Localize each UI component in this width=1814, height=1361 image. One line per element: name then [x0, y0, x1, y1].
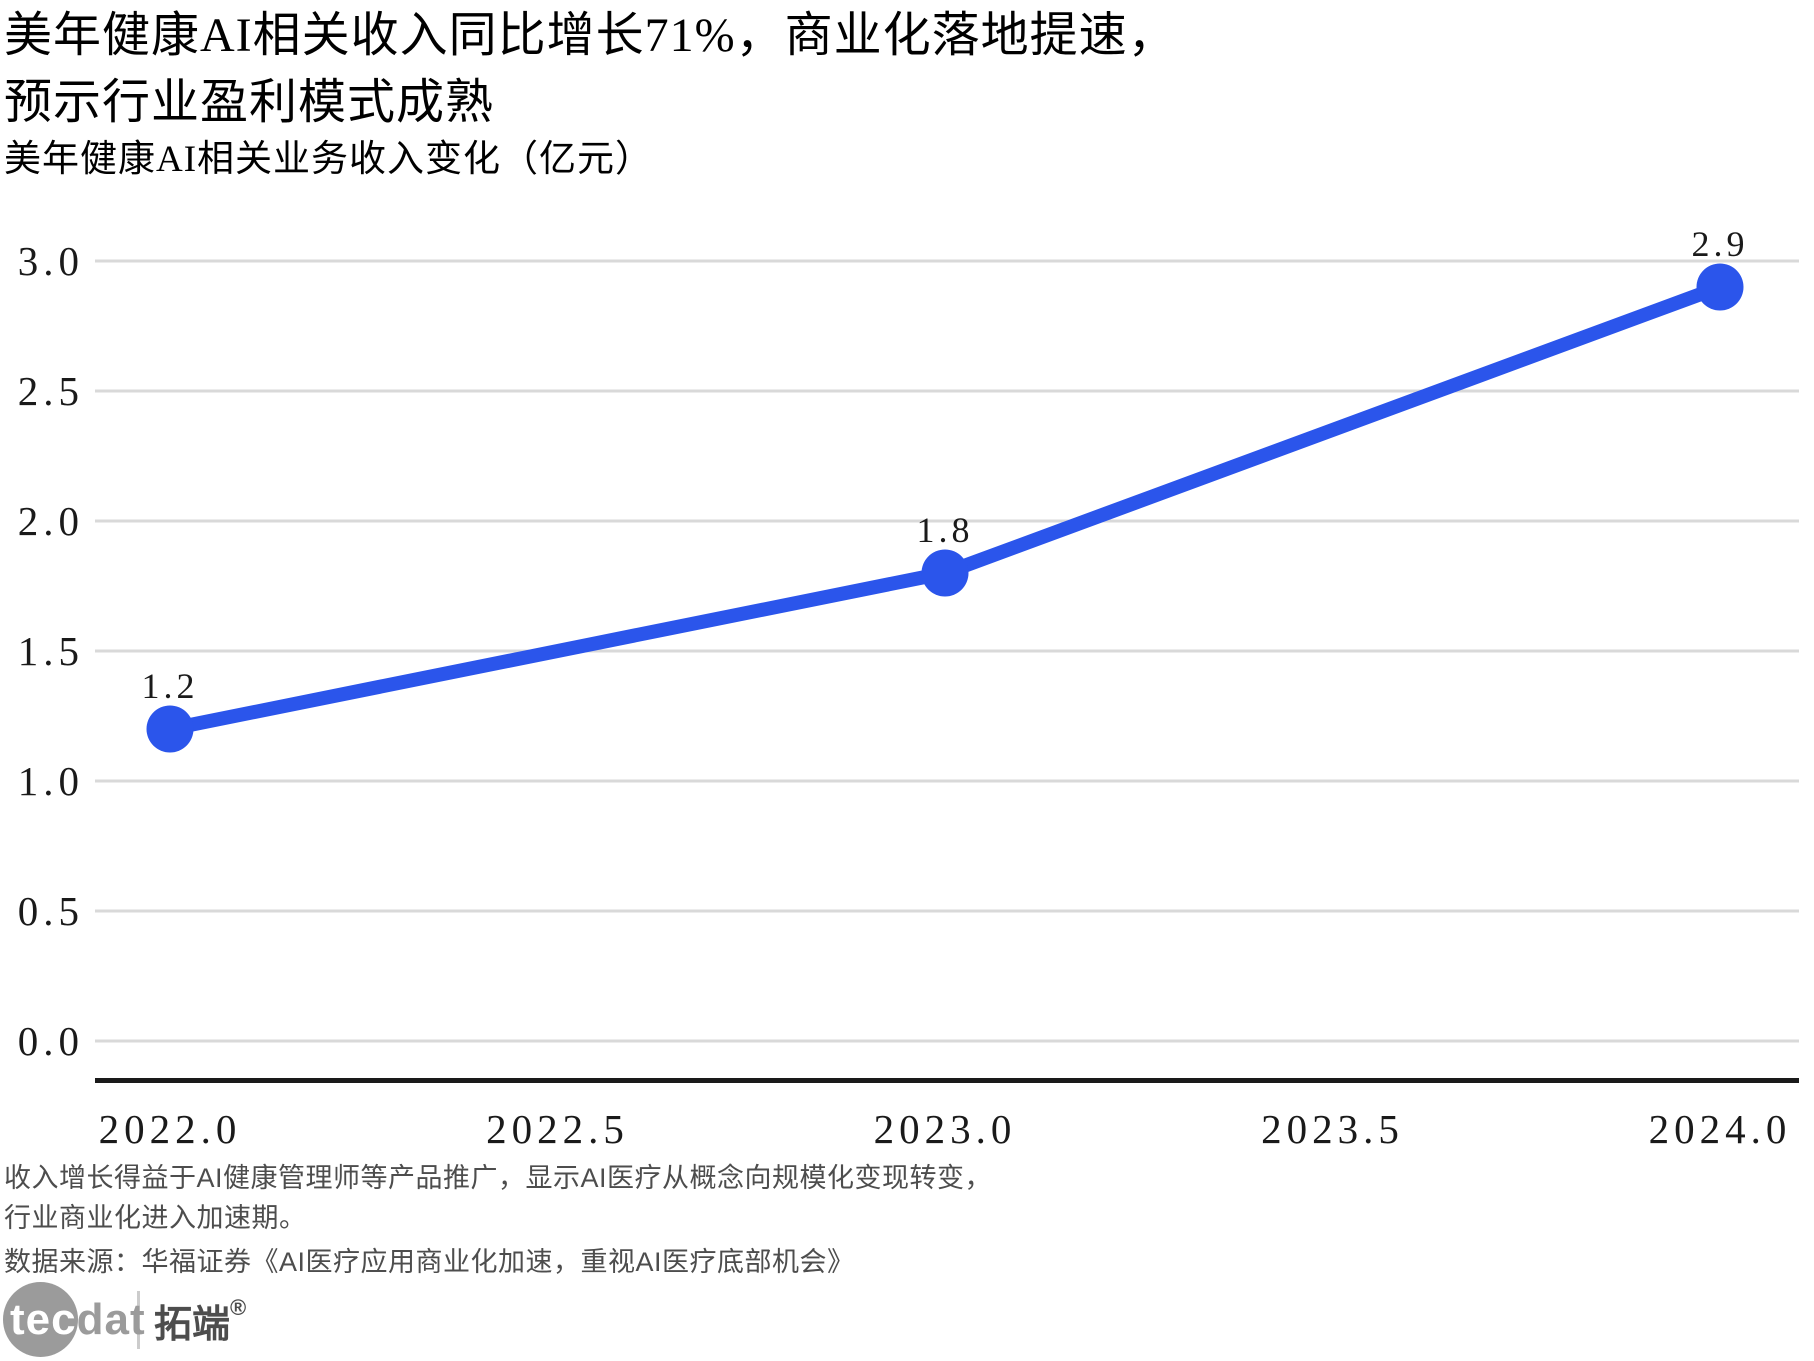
data-point-marker — [146, 705, 194, 753]
x-axis-tick-label: 2022.0 — [99, 1106, 242, 1152]
tecdat-logo-icon: tecdat — [3, 1282, 145, 1358]
logo-wordmark-dat: dat — [76, 1295, 146, 1344]
chart-subtitle: 美年健康AI相关业务收入变化（亿元） — [4, 139, 654, 180]
y-axis-tick-label: 1.0 — [18, 758, 84, 804]
data-source-note: 数据来源：华福证券《AI医疗应用商业化加速，重视AI医疗底部机会》 — [4, 1247, 855, 1277]
data-point-label: 1.8 — [917, 510, 974, 550]
logo-wordmark: tecdat — [10, 1295, 146, 1345]
tecdat-logo: tecdat 拓端® — [3, 1282, 246, 1358]
data-point-label: 2.9 — [1692, 224, 1749, 264]
logo-divider — [137, 1291, 140, 1349]
x-axis-tick-label: 2022.5 — [486, 1106, 629, 1152]
annotation-line-2: 行业商业化进入加速期。 — [4, 1203, 307, 1233]
x-axis-tick-label: 2024.0 — [1649, 1106, 1792, 1152]
data-point-marker — [1696, 263, 1744, 311]
y-axis-tick-label: 1.5 — [18, 628, 84, 674]
revenue-line-series — [163, 280, 1727, 736]
x-axis-tick-label: 2023.0 — [874, 1106, 1017, 1152]
logo-circle-shape — [3, 1282, 78, 1357]
data-point-label: 1.2 — [142, 666, 199, 706]
title-line-2: 预示行业盈利模式成熟 — [4, 76, 495, 129]
logo-brand-text: 拓端 — [154, 1303, 231, 1346]
x-axis-tick-label: 2023.5 — [1261, 1106, 1404, 1152]
y-axis-tick-label: 0.0 — [18, 1018, 84, 1064]
logo-wordmark-tec: tec — [10, 1295, 77, 1344]
annotation-line-1: 收入增长得益于AI健康管理师等产品推广，显示AI医疗从概念向规模化变现转变， — [4, 1163, 993, 1193]
title-line-1: 美年健康AI相关收入同比增长71%，商业化落地提速， — [4, 9, 1177, 62]
registered-trademark-symbol: ® — [230, 1294, 247, 1320]
page-title: 美年健康AI相关收入同比增长71%，商业化落地提速， 预示行业盈利模式成熟 — [4, 2, 1804, 136]
logo-brand-name: 拓端® — [154, 1293, 246, 1348]
y-axis-tick-label: 3.0 — [18, 238, 84, 284]
y-axis-tick-label: 2.0 — [18, 498, 84, 544]
y-axis-tick-label: 2.5 — [18, 368, 84, 414]
y-axis-tick-label: 0.5 — [18, 888, 84, 934]
data-point-marker — [921, 549, 969, 597]
